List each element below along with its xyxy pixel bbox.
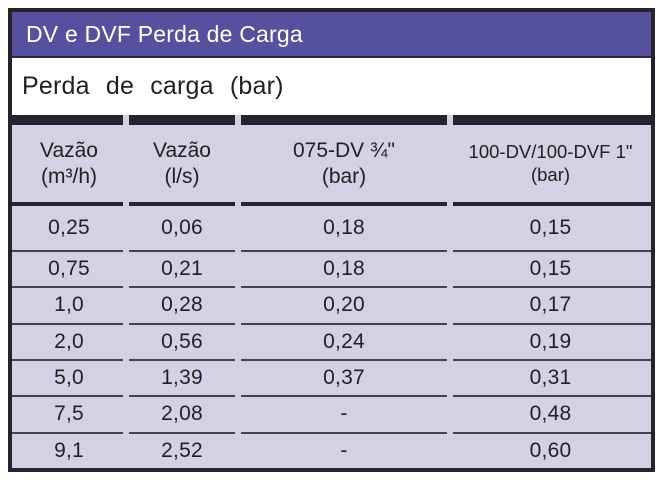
header-line: Vazão bbox=[40, 138, 98, 162]
table-header-row: Vazão (m³/h) Vazão (l/s) 075-DV ¾" (bar)… bbox=[12, 125, 651, 202]
subtitle-row: Perda de carga (bar) bbox=[12, 58, 651, 115]
header-line: (l/s) bbox=[164, 164, 200, 188]
separator-segment bbox=[453, 358, 651, 361]
header-line: (bar) bbox=[530, 163, 571, 185]
separator-segment bbox=[241, 202, 447, 206]
table-title: DV e DVF Perda de Carga bbox=[26, 20, 303, 47]
header-line: (bar) bbox=[321, 164, 367, 188]
separator-segment bbox=[129, 202, 235, 206]
column-header-flow-m3h: Vazão (m³/h) bbox=[12, 138, 126, 189]
table-cell: 0,75 bbox=[48, 257, 90, 281]
table-cell: 0,48 bbox=[529, 402, 572, 426]
separator-segment bbox=[129, 115, 235, 125]
table-cell: 7,5 bbox=[54, 402, 84, 426]
separator-segment bbox=[129, 286, 235, 289]
separator-segment bbox=[241, 322, 447, 325]
separator-segment bbox=[129, 431, 235, 434]
separator-segment bbox=[241, 115, 447, 125]
separator-segment bbox=[241, 431, 447, 434]
table-row: 0,25 0,06 0,18 0,15 bbox=[12, 206, 651, 250]
row-separator bbox=[12, 358, 651, 361]
table-cell: 2,52 bbox=[161, 438, 203, 462]
separator-segment bbox=[129, 358, 235, 361]
separator-segment bbox=[12, 358, 123, 361]
table-cell: 0,56 bbox=[161, 329, 203, 353]
separator-segment bbox=[12, 202, 123, 206]
table-subtitle: Perda de carga (bar) bbox=[22, 72, 284, 100]
row-separator bbox=[12, 431, 651, 434]
separator-segment bbox=[241, 286, 447, 289]
table-cell: 0,21 bbox=[161, 257, 203, 281]
row-separator bbox=[12, 250, 651, 252]
header-line: 100-DV/100-DVF 1" bbox=[468, 140, 633, 162]
header-line: (m³/h) bbox=[41, 164, 97, 188]
row-separator bbox=[12, 286, 651, 289]
separator-band-top bbox=[12, 115, 651, 125]
table-cell: 2,08 bbox=[161, 402, 203, 426]
separator-segment bbox=[453, 322, 651, 325]
separator-segment bbox=[453, 395, 651, 398]
header-line: Vazão bbox=[153, 138, 211, 162]
table-cell: 2,0 bbox=[54, 329, 84, 353]
table-cell: 1,0 bbox=[54, 293, 84, 317]
separator-segment bbox=[129, 250, 235, 252]
table-cell: 0,25 bbox=[48, 216, 90, 239]
table-cell: 0,06 bbox=[161, 216, 203, 239]
table-row: 7,5 2,08 - 0,48 bbox=[12, 397, 651, 431]
separator-segment bbox=[12, 395, 123, 398]
separator-segment bbox=[241, 395, 447, 398]
row-separator bbox=[12, 322, 651, 325]
table-row: 9,1 2,52 - 0,60 bbox=[12, 434, 651, 468]
separator-segment bbox=[12, 322, 123, 325]
table-cell: - bbox=[340, 402, 348, 426]
table-cell: 0,37 bbox=[323, 366, 365, 390]
table-cell: 0,31 bbox=[529, 366, 572, 390]
table-row: 0,75 0,21 0,18 0,15 bbox=[12, 252, 651, 286]
column-header-100dv-100dvf: 100-DV/100-DVF 1" (bar) bbox=[450, 141, 651, 186]
table-cell: 0,28 bbox=[161, 293, 203, 317]
table-cell: 0,24 bbox=[323, 329, 365, 353]
table-body: Vazão (m³/h) Vazão (l/s) 075-DV ¾" (bar)… bbox=[12, 115, 651, 468]
separator-segment bbox=[129, 322, 235, 325]
separator-segment bbox=[453, 250, 651, 252]
table-row: 2,0 0,56 0,24 0,19 bbox=[12, 325, 651, 359]
separator-segment bbox=[12, 286, 123, 289]
separator-segment bbox=[453, 431, 651, 434]
table-cell: 0,15 bbox=[529, 257, 572, 281]
table-row: 5,0 1,39 0,37 0,31 bbox=[12, 361, 651, 395]
row-separator bbox=[12, 395, 651, 398]
table-rows: 0,25 0,06 0,18 0,15 0,75 0,21 0,18 0,15 1,0 0,28 0… bbox=[12, 206, 651, 468]
table-cell: 1,39 bbox=[161, 366, 203, 390]
table-cell: 0,20 bbox=[323, 293, 365, 317]
table-cell: 5,0 bbox=[54, 366, 84, 390]
table-cell: 0,17 bbox=[529, 293, 572, 317]
header-line: 075-DV ¾" bbox=[292, 138, 395, 162]
separator-segment bbox=[453, 286, 651, 289]
title-bar: DV e DVF Perda de Carga bbox=[12, 12, 651, 58]
table-cell: 0,19 bbox=[529, 329, 572, 353]
table-cell: 0,15 bbox=[529, 216, 572, 239]
pressure-loss-table: DV e DVF Perda de Carga Perda de carga (… bbox=[8, 8, 655, 472]
separator-segment bbox=[12, 431, 123, 434]
separator-segment bbox=[241, 358, 447, 361]
table-cell: 0,18 bbox=[323, 257, 365, 281]
separator-segment bbox=[129, 395, 235, 398]
separator-segment bbox=[241, 250, 447, 252]
column-header-075dv: 075-DV ¾" (bar) bbox=[238, 138, 450, 189]
separator-segment bbox=[12, 250, 123, 252]
separator-band-header bbox=[12, 202, 651, 206]
table-cell: 9,1 bbox=[54, 438, 84, 462]
separator-segment bbox=[12, 115, 123, 125]
separator-segment bbox=[453, 115, 651, 125]
column-header-flow-ls: Vazão (l/s) bbox=[126, 138, 238, 189]
table-cell: - bbox=[340, 438, 348, 462]
separator-segment bbox=[453, 202, 651, 206]
table-row: 1,0 0,28 0,20 0,17 bbox=[12, 288, 651, 322]
table-cell: 0,18 bbox=[323, 216, 365, 239]
table-cell: 0,60 bbox=[529, 438, 572, 462]
